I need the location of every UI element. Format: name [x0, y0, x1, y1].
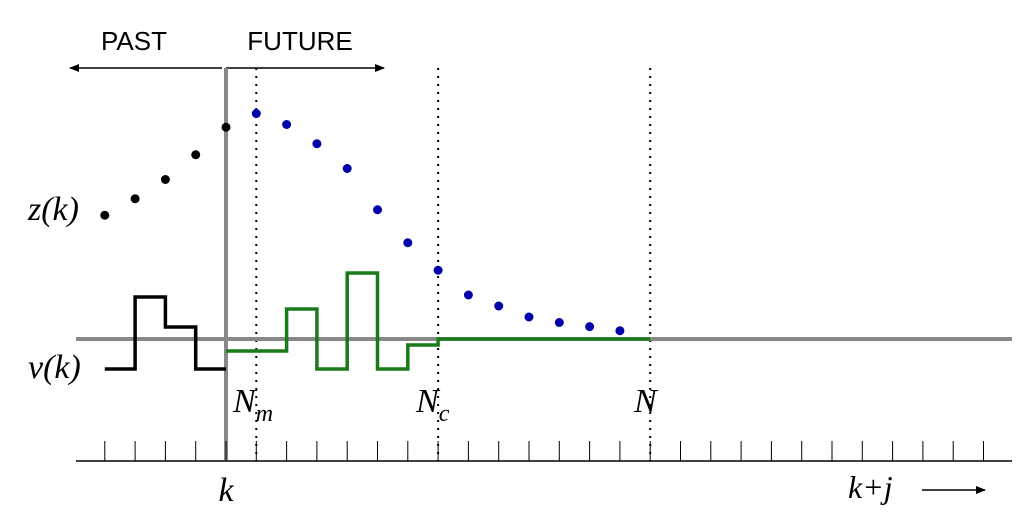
nm-label-sub: m — [256, 401, 273, 427]
past-output-point — [130, 194, 140, 204]
n-label: N — [633, 383, 659, 420]
past-output-point — [221, 122, 231, 132]
predicted-output-point — [463, 290, 473, 300]
past-input-step — [104, 295, 226, 371]
predicted-output-point — [433, 265, 443, 275]
predicted-output-point — [554, 318, 564, 327]
v-label: v(k) — [28, 349, 81, 386]
z-label: z(k) — [27, 191, 79, 228]
predicted-output-point — [494, 301, 504, 311]
k-label: k — [218, 472, 234, 509]
horizon-markers — [255, 68, 652, 461]
predicted-output-points — [251, 109, 625, 336]
predicted-output-point — [615, 326, 625, 336]
nm-label: Nm — [232, 383, 273, 427]
nm-label-base: N — [232, 383, 258, 420]
time-axis-ticks — [104, 441, 984, 461]
predicted-output-point — [282, 120, 292, 129]
predicted-output-point — [403, 238, 413, 248]
past-output-point — [160, 175, 170, 184]
future-label: FUTURE — [247, 26, 352, 56]
predicted-output-point — [312, 139, 322, 149]
predicted-output-point — [585, 322, 595, 332]
past-output-points — [100, 122, 231, 220]
predicted-output-point — [524, 312, 534, 322]
nc-label-base: N — [415, 383, 441, 420]
predicted-output-point — [342, 164, 352, 173]
nc-label-sub: c — [439, 401, 450, 427]
kj-label: k+j — [848, 469, 893, 505]
past-label: PAST — [101, 26, 167, 56]
past-output-point — [191, 150, 201, 160]
predicted-output-point — [251, 109, 261, 118]
predicted-output-point — [373, 205, 382, 215]
future-input-step — [226, 271, 651, 371]
nc-label: Nc — [415, 383, 450, 427]
past-output-point — [100, 210, 110, 220]
